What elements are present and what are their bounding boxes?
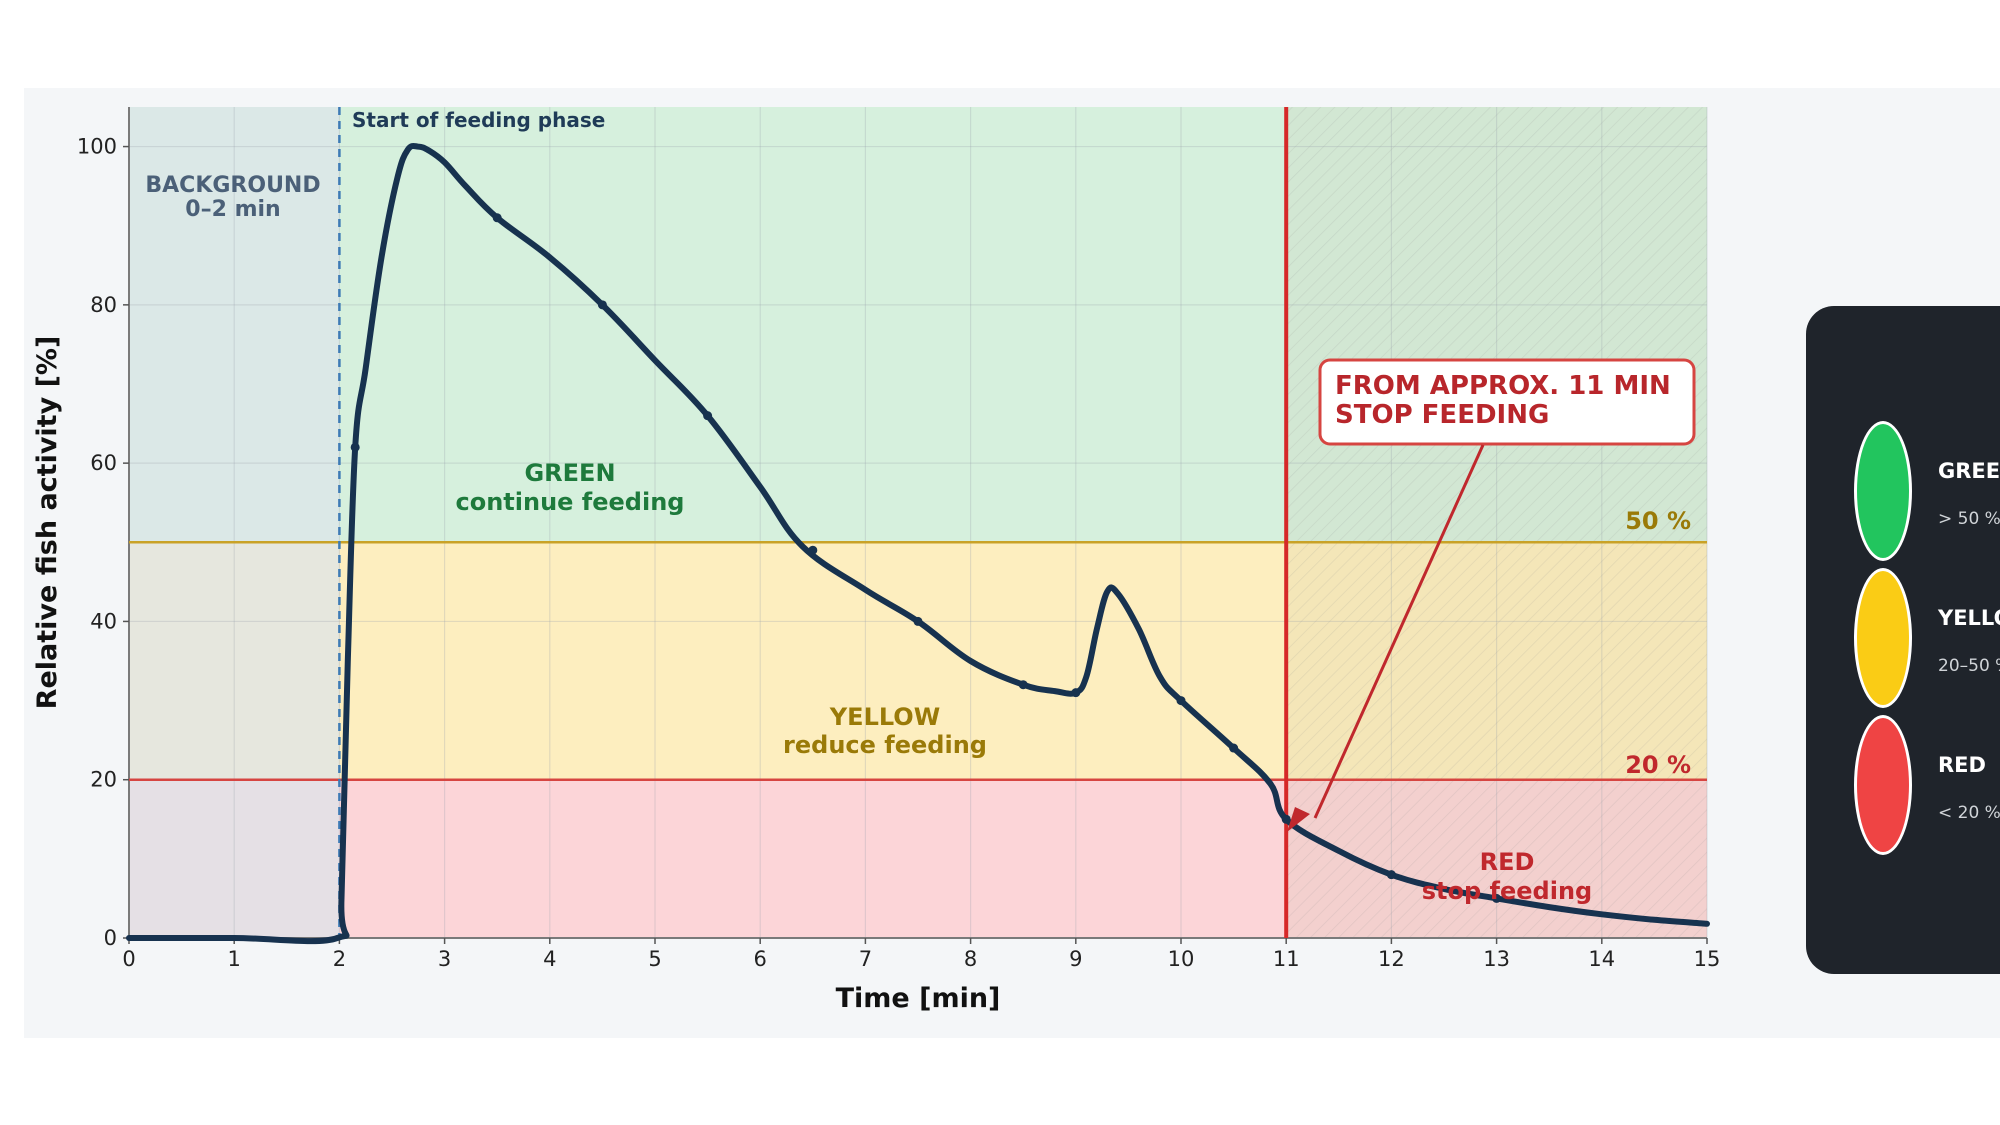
threshold-20-label: 20 % [1625, 751, 1691, 779]
activity-point [1018, 680, 1028, 690]
x-tick-label: 1 [228, 947, 241, 971]
activity-point [1492, 893, 1502, 903]
activity-point [350, 442, 360, 452]
x-tick-label: 15 [1694, 947, 1721, 971]
activity-point [703, 411, 713, 421]
x-tick-label: 9 [1069, 947, 1082, 971]
feeding-start-label: Start of feeding phase [352, 108, 605, 132]
legend-red-range: < 20 % [1938, 803, 2000, 823]
background-zone-label: BACKGROUND [145, 173, 320, 198]
y-axis-label: Relative fish activity [%] [32, 336, 63, 710]
chart-panel: 0 1 2 3 4 5 6 7 8 9 10 11 12 13 14 15 0 20 40 60 80 100 Time [… [24, 88, 2000, 1038]
legend-red-label: RED [1938, 753, 1986, 777]
traffic-light-legend: GREEN > 50 % YELLOW 20–50 % RED < 20 % [1806, 306, 2000, 974]
red-zone-action: stop feeding [1422, 877, 1592, 905]
activity-point [1071, 688, 1081, 698]
x-tick-label: 12 [1378, 947, 1405, 971]
stop-span-hatch [1286, 107, 1707, 938]
x-tick-label: 4 [543, 947, 556, 971]
x-tick-label: 0 [122, 947, 135, 971]
legend-yellow-range: 20–50 % [1938, 656, 2000, 676]
y-tick-label: 40 [90, 609, 117, 633]
x-tick-label: 2 [333, 947, 346, 971]
x-tick-label: 3 [438, 947, 451, 971]
legend-yellow-label: YELLOW [1938, 606, 2000, 630]
y-tick-label: 20 [90, 768, 117, 792]
y-tick-label: 100 [77, 135, 117, 159]
y-tick-label: 80 [90, 293, 117, 317]
activity-point [1176, 696, 1186, 706]
stop-callout-arrowhead [1287, 807, 1310, 832]
activity-point [492, 213, 502, 223]
green-zone-label: GREEN [524, 459, 615, 487]
background-span [129, 107, 340, 938]
legend-green-range: > 50 % [1938, 509, 2000, 529]
legend-green-label: GREEN [1938, 459, 2000, 483]
x-tick-label: 13 [1483, 947, 1510, 971]
yellow-light-icon [1854, 568, 1912, 708]
background-zone-range: 0–2 min [185, 197, 280, 222]
x-tick-label: 11 [1273, 947, 1300, 971]
x-tick-label: 10 [1168, 947, 1195, 971]
x-tick-label: 5 [648, 947, 661, 971]
activity-point [808, 545, 818, 555]
stop-callout-line2: STOP FEEDING [1335, 400, 1549, 430]
yellow-zone-label: YELLOW [829, 703, 940, 731]
green-zone-action: continue feeding [456, 488, 685, 516]
activity-point [1386, 870, 1396, 880]
y-tick-label: 60 [90, 451, 117, 475]
stop-callout-arrow [1313, 444, 1485, 819]
y-tick-label: 0 [104, 926, 117, 950]
red-zone-label: RED [1480, 848, 1535, 876]
stop-callout-box [1318, 358, 1696, 446]
activity-point [913, 616, 923, 626]
red-light-icon [1854, 715, 1912, 855]
green-light-icon [1854, 421, 1912, 561]
x-tick-label: 14 [1588, 947, 1615, 971]
activity-point [1281, 814, 1291, 824]
stop-callout-line1: FROM APPROX. 11 MIN [1335, 371, 1671, 401]
x-tick-label: 7 [859, 947, 872, 971]
activity-point [597, 300, 607, 310]
x-tick-label: 6 [754, 947, 767, 971]
activity-point [1229, 743, 1239, 753]
x-tick-label: 8 [964, 947, 977, 971]
yellow-zone-action: reduce feeding [783, 731, 987, 759]
x-axis-label: Time [min] [836, 983, 1001, 1014]
threshold-50-label: 50 % [1625, 507, 1691, 535]
